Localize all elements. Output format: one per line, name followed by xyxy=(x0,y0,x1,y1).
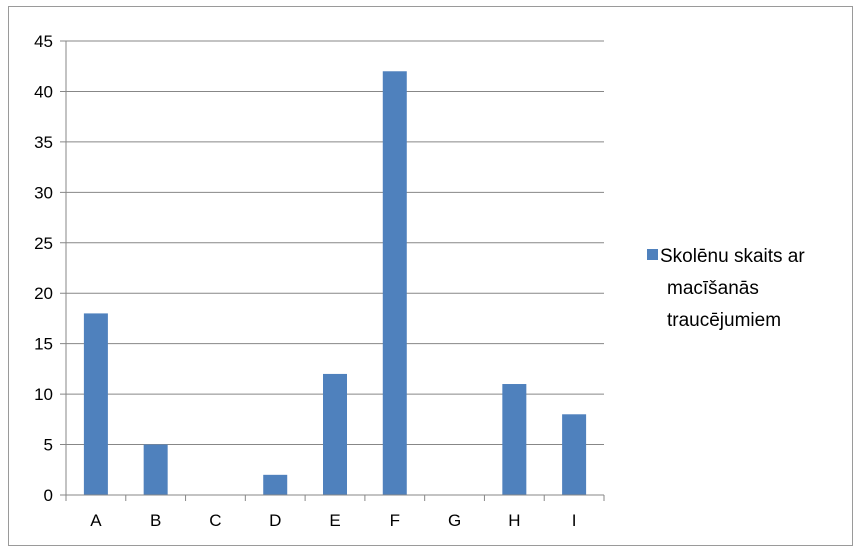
x-tick-label: B xyxy=(150,511,161,530)
x-tick-label: C xyxy=(209,511,221,530)
legend-label-line-3: traucējumiem xyxy=(667,310,781,331)
legend: Skolēnu skaits ar macīšanās traucējumiem xyxy=(647,246,805,331)
bars xyxy=(83,71,587,496)
legend-label-line-1: Skolēnu skaits ar xyxy=(660,246,805,267)
bar-A xyxy=(83,313,108,495)
legend-swatch xyxy=(647,249,658,260)
x-tick-label: G xyxy=(448,511,461,530)
x-tick-label: E xyxy=(329,511,340,530)
x-tick-label: D xyxy=(269,511,281,530)
bar-F xyxy=(382,71,407,496)
y-tick-label: 30 xyxy=(34,183,53,202)
x-tick-label: A xyxy=(90,511,102,530)
y-tick-label: 0 xyxy=(44,486,53,505)
y-tick-label: 10 xyxy=(34,385,53,404)
bar-H xyxy=(502,384,527,495)
y-tick-label: 5 xyxy=(44,436,53,455)
x-tick-label: F xyxy=(390,511,400,530)
y-tick-label: 35 xyxy=(34,133,53,152)
bar-D xyxy=(263,474,288,495)
x-tick-label: I xyxy=(572,511,577,530)
y-tick-label: 20 xyxy=(34,284,53,303)
y-axis-tick-labels: 0 5 10 15 20 25 30 35 40 45 xyxy=(34,32,53,505)
y-tick-label: 15 xyxy=(34,335,53,354)
bar-B xyxy=(143,444,168,495)
axes xyxy=(65,41,605,501)
y-tick-label: 25 xyxy=(34,234,53,253)
x-axis-tick-labels: A B C D E F G H I xyxy=(90,511,576,530)
bar-I xyxy=(562,414,587,495)
y-tick-label: 40 xyxy=(34,82,53,101)
y-tick-label: 45 xyxy=(34,32,53,51)
legend-label-line-2: macīšanās xyxy=(667,278,759,299)
bar-E xyxy=(323,373,347,495)
x-tick-label: H xyxy=(508,511,520,530)
